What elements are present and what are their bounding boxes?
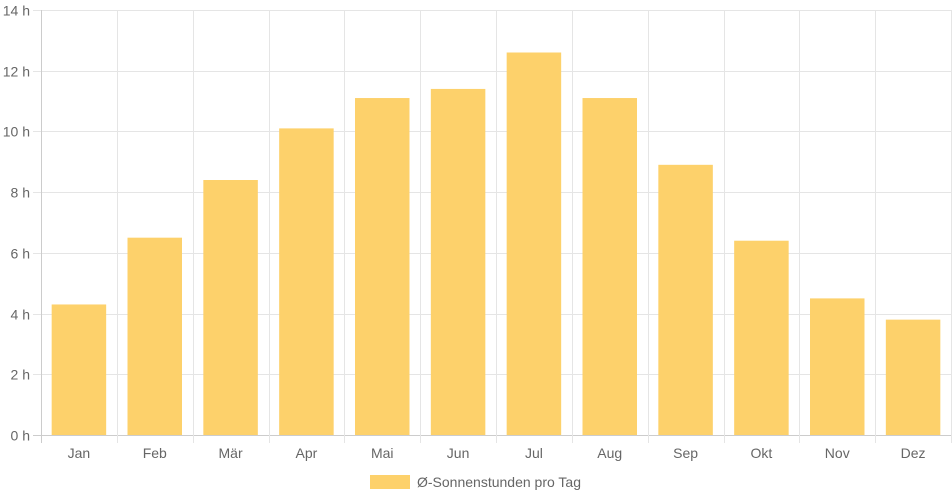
bar-jun[interactable] bbox=[430, 88, 486, 435]
y-tick-label: 10 h bbox=[3, 124, 30, 140]
x-tick-label: Nov bbox=[825, 445, 850, 461]
bar-nov[interactable] bbox=[810, 298, 865, 435]
bar-jul[interactable] bbox=[506, 52, 562, 436]
legend-label[interactable]: Ø-Sonnenstunden pro Tag bbox=[417, 474, 581, 490]
x-tick-label: Mär bbox=[219, 445, 243, 461]
x-axis: Jan Feb Mär Apr Mai Jun Jul Aug Sep Okt Nov Dez bbox=[68, 445, 926, 461]
bar-aug[interactable] bbox=[582, 98, 638, 436]
x-tick-label: Apr bbox=[296, 445, 318, 461]
x-tick-label: Mai bbox=[371, 445, 394, 461]
x-tick-label: Feb bbox=[143, 445, 167, 461]
bar-layer bbox=[51, 52, 941, 436]
x-tick-label: Jun bbox=[447, 445, 470, 461]
x-tick-label: Dez bbox=[901, 445, 926, 461]
legend-swatch[interactable] bbox=[370, 475, 410, 489]
x-tick-label: Okt bbox=[751, 445, 773, 461]
y-tick-label: 6 h bbox=[11, 246, 30, 262]
bar-dez[interactable] bbox=[885, 319, 941, 435]
y-tick-label: 8 h bbox=[11, 185, 30, 201]
y-tick-label: 2 h bbox=[11, 367, 30, 383]
legend[interactable]: Ø-Sonnenstunden pro Tag bbox=[370, 474, 581, 490]
y-axis: 0 h 2 h 4 h 6 h 8 h 10 h 12 h 14 h bbox=[3, 3, 30, 444]
x-tick-label: Jan bbox=[68, 445, 91, 461]
bar-sep[interactable] bbox=[658, 164, 713, 436]
y-tick-label: 0 h bbox=[11, 428, 30, 444]
bar-okt[interactable] bbox=[734, 240, 789, 435]
x-tick-label: Aug bbox=[597, 445, 622, 461]
bar-feb[interactable] bbox=[127, 237, 183, 435]
grid-layer bbox=[33, 10, 952, 443]
y-tick-label: 12 h bbox=[3, 64, 30, 80]
bar-jan[interactable] bbox=[51, 304, 107, 435]
bar-apr[interactable] bbox=[279, 128, 334, 435]
x-tick-label: Jul bbox=[525, 445, 543, 461]
y-tick-label: 4 h bbox=[11, 307, 30, 323]
bar-mai[interactable] bbox=[355, 98, 410, 436]
bar-mär[interactable] bbox=[203, 180, 258, 435]
y-tick-label: 14 h bbox=[3, 3, 30, 19]
x-tick-label: Sep bbox=[673, 445, 698, 461]
